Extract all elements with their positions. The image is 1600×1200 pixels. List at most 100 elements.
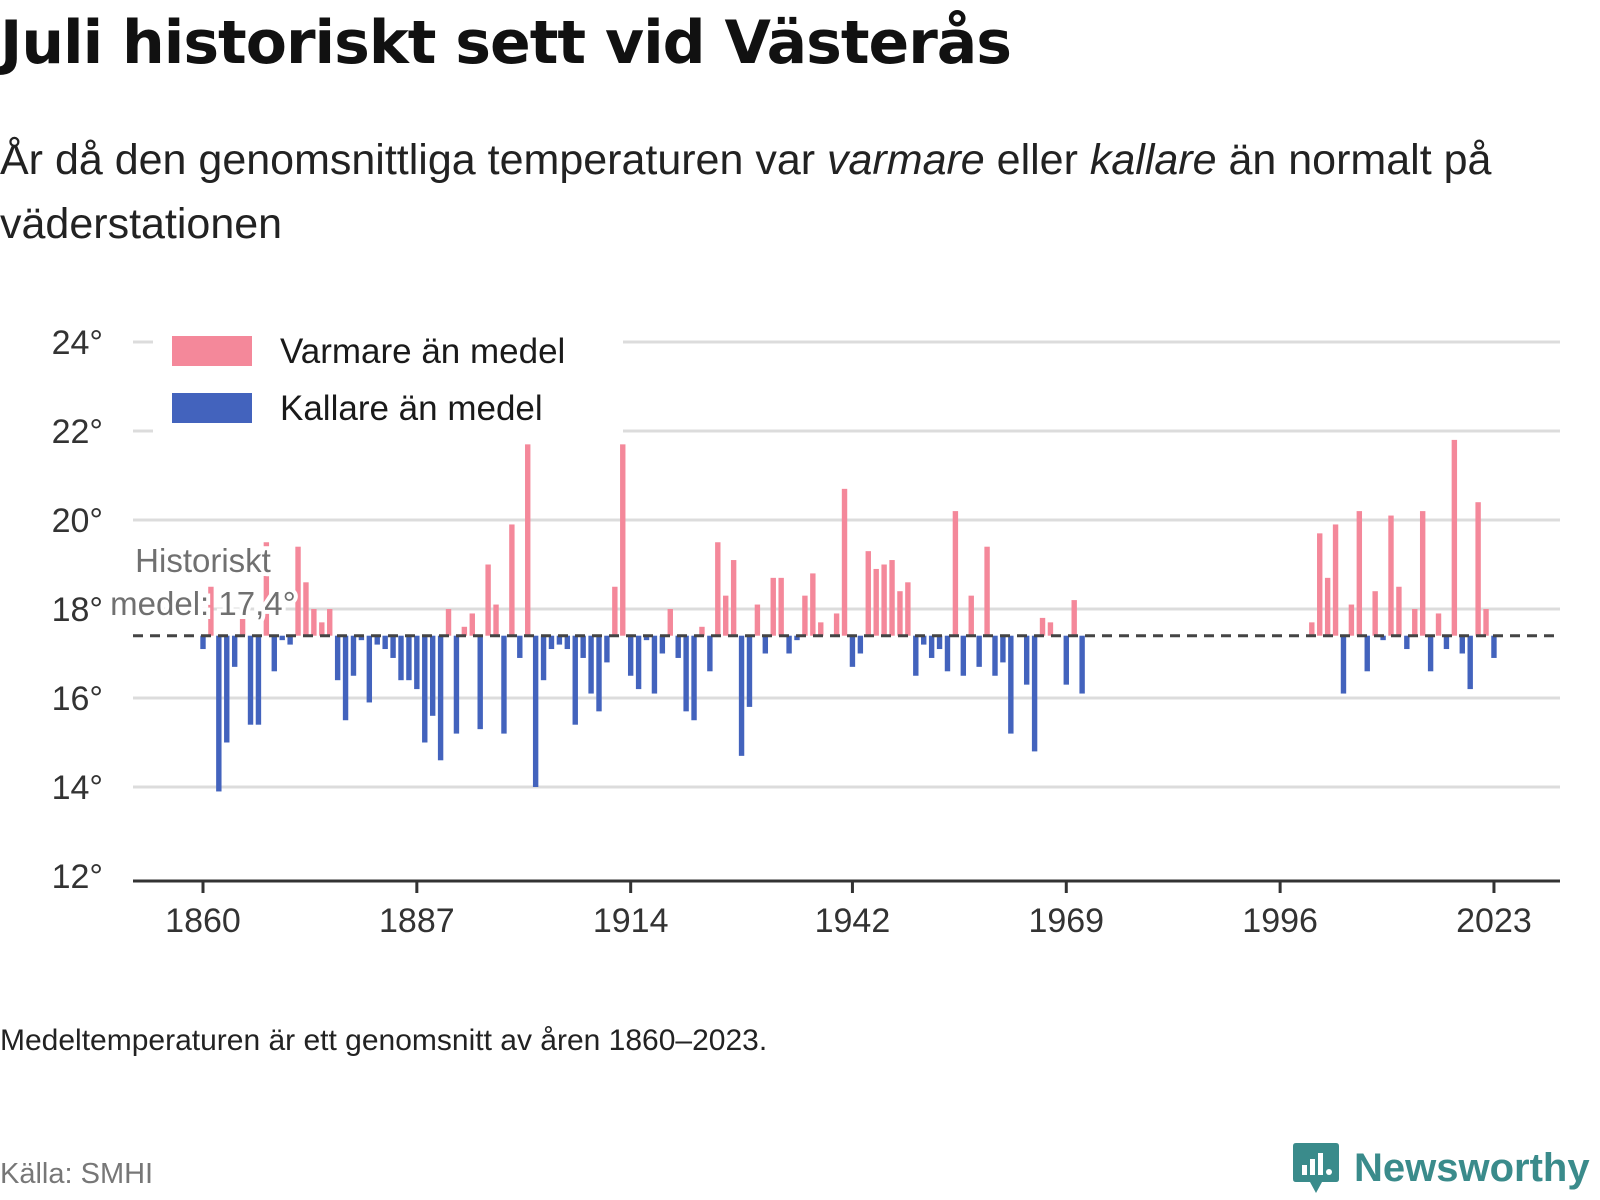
bar-cold — [675, 635, 681, 658]
bar-warm — [905, 582, 911, 636]
bar-warm — [818, 622, 824, 636]
x-tick-label: 1996 — [1242, 902, 1318, 940]
bar-cold — [271, 635, 277, 672]
bar-cold — [532, 635, 539, 787]
bar-cold — [255, 635, 262, 725]
bar-warm — [327, 609, 333, 636]
bar-cold — [1063, 635, 1069, 685]
y-tick-label: 20° — [52, 502, 103, 540]
bar-cold — [691, 635, 697, 721]
bar-cold — [453, 635, 460, 734]
brand-name: Newsworthy — [1354, 1145, 1590, 1190]
bar-cold — [786, 635, 792, 654]
bar-cold — [477, 635, 483, 730]
bar-cold — [580, 635, 586, 658]
legend-swatch-warm — [172, 336, 252, 366]
bar-cold — [643, 635, 650, 641]
bar-cold — [540, 635, 547, 681]
bar-warm — [1039, 617, 1046, 636]
bar-cold — [429, 635, 436, 716]
bar-cold — [738, 635, 745, 756]
bar-warm — [897, 591, 903, 636]
bar-warm — [1412, 609, 1418, 636]
bar-warm — [841, 488, 848, 636]
bar-warm — [1356, 511, 1363, 636]
bar-warm — [1451, 439, 1458, 636]
subtitle-cold-word: kallare — [1089, 136, 1217, 184]
bar-cold — [659, 635, 666, 654]
bar-cold — [596, 635, 602, 712]
y-tick-label: 14° — [52, 769, 103, 807]
bar-warm — [303, 582, 309, 636]
bar-cold — [604, 635, 610, 663]
bar-cold — [1008, 635, 1014, 734]
bar-cold — [794, 635, 800, 641]
bar-cold — [1031, 635, 1038, 752]
bar-warm — [1396, 586, 1402, 636]
bar-cold — [382, 635, 388, 650]
bar-cold — [1404, 635, 1410, 650]
bar-warm — [239, 617, 246, 636]
bar-cold — [548, 635, 555, 650]
bar-cold — [627, 635, 634, 676]
bar-warm — [469, 613, 475, 636]
bar-cold — [992, 635, 998, 676]
temperature-bar-chart: 12° 14° 16° 18° 20° 22° 24° Historiskt medel: … — [52, 320, 1560, 940]
bar-warm — [723, 595, 729, 636]
bar-warm — [881, 564, 887, 636]
bar-cold — [200, 635, 206, 650]
bar-warm — [525, 444, 531, 636]
bar-warm — [699, 626, 705, 636]
bar-cold — [398, 635, 404, 681]
bar-warm — [715, 542, 721, 636]
bar-warm — [319, 622, 325, 636]
chart-title: Juli historiskt sett vid Västerås — [0, 8, 1012, 78]
baseline-label: Historiskt medel: 17,4° — [106, 538, 300, 626]
subtitle-warm-word: varmare — [827, 136, 985, 184]
x-tick-label: 1942 — [815, 902, 891, 940]
bar-warm — [1047, 622, 1054, 636]
bar-cold — [390, 635, 396, 658]
x-tick-label: 1969 — [1028, 902, 1104, 940]
bar-warm — [1372, 591, 1378, 636]
bar-cold — [849, 635, 856, 667]
bar-cold — [501, 635, 507, 734]
x-tick-label: 2023 — [1456, 902, 1532, 940]
baseline-label-line1: Historiskt — [135, 542, 271, 579]
bar-cold — [1023, 635, 1030, 685]
bar-warm — [778, 577, 784, 636]
subtitle-part-2: eller — [984, 136, 1090, 184]
bar-warm — [865, 551, 871, 636]
bar-cold — [422, 635, 428, 743]
bar-warm — [612, 586, 618, 636]
bar-cold — [517, 635, 523, 658]
bars — [200, 439, 1497, 792]
bar-cold — [564, 635, 571, 650]
bar-cold — [762, 635, 769, 654]
bar-cold — [350, 635, 357, 676]
y-tick-label: 24° — [52, 324, 103, 362]
bar-warm — [493, 604, 499, 636]
bar-cold — [437, 635, 444, 761]
x-tick-label: 1887 — [379, 902, 455, 940]
bar-cold — [857, 635, 864, 654]
bar-cold — [1443, 635, 1450, 650]
bar-warm — [667, 609, 673, 636]
source-note: Källa: SMHI — [0, 1158, 154, 1190]
bar-warm — [968, 595, 974, 636]
bar-warm — [1324, 577, 1331, 636]
bar-warm — [802, 595, 808, 636]
x-axis-ticks: 1860 1887 1914 1942 1969 1996 2023 — [165, 881, 1532, 940]
bar-warm — [1309, 622, 1315, 636]
bar-warm — [873, 568, 879, 636]
bar-cold — [1427, 635, 1434, 672]
bar-warm — [810, 573, 816, 636]
footnote: Medeltemperaturen är ett genomsnitt av å… — [0, 1024, 768, 1057]
bar-cold — [707, 635, 713, 672]
y-tick-label: 22° — [52, 413, 103, 451]
bar-warm — [1332, 524, 1339, 636]
bar-cold — [287, 635, 293, 645]
y-tick-label: 12° — [52, 858, 103, 896]
bar-cold — [651, 635, 658, 694]
bar-cold — [1079, 635, 1085, 694]
